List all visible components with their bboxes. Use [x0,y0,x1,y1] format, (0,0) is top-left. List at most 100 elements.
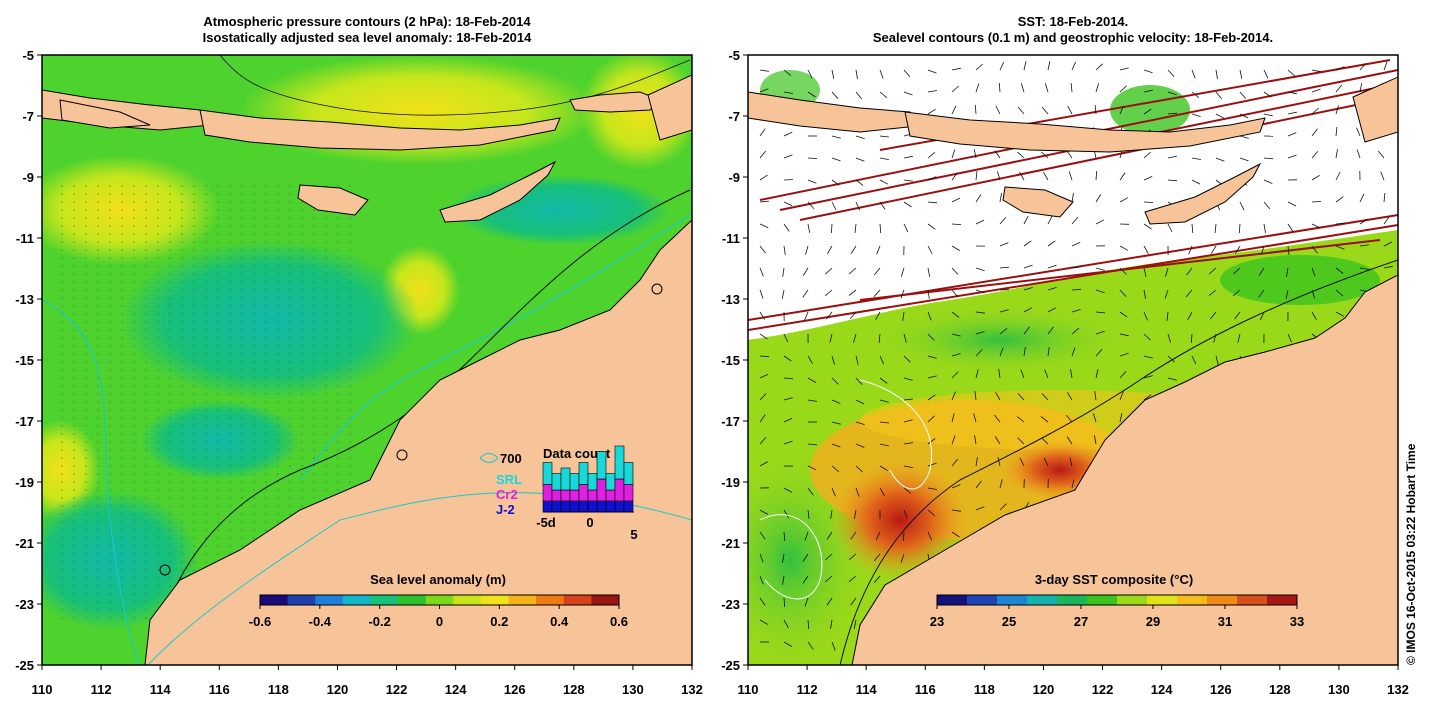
velocity-vector [927,90,937,93]
lon-tick-label: 110 [32,682,53,697]
velocity-vector [1095,289,1105,294]
velocity-vector [1071,216,1079,225]
velocity-vector [855,179,864,186]
velocity-vector [1071,266,1081,269]
velocity-vector [876,245,881,255]
velocity-vector [1143,311,1148,321]
velocity-vector [1239,69,1243,79]
data-count-bar-j2 [605,500,616,513]
left-map [42,55,692,665]
velocity-vector [831,377,839,385]
velocity-vector [927,201,938,204]
velocity-vector [951,484,961,489]
velocity-vector [1017,393,1025,401]
lat-tick-label: -17 [721,414,740,429]
velocity-vector [1259,311,1265,321]
velocity-vector [1191,223,1194,234]
velocity-vector [875,531,881,541]
velocity-vector [1119,67,1129,71]
velocity-vector [855,377,863,385]
data-count-bar-srl [560,467,571,491]
velocity-vector [825,267,833,275]
velocity-vector [854,509,857,519]
lon-tick-label: 116 [915,682,936,697]
velocity-vector [1167,223,1173,233]
velocity-vector [855,91,863,100]
velocity-vector [997,171,1001,181]
velocity-vector [1041,393,1049,401]
velocity-vector [830,619,833,629]
left-panel-title: Atmospheric pressure contours (2 hPa): 1… [42,14,692,46]
colorbar-tick-label: -0.6 [249,614,271,629]
colorbar-segment [287,595,316,605]
velocity-vector [975,331,985,335]
northeast-islands-right [1352,76,1398,143]
velocity-vector [1186,267,1193,276]
velocity-vector [1263,201,1271,210]
colorbar-segment [342,595,371,605]
velocity-vector [1232,289,1241,297]
velocity-vector [848,267,857,275]
colorbar-segment [563,595,592,605]
velocity-vector [831,223,833,234]
lon-tick-label: 126 [504,682,526,697]
velocity-vector [1214,223,1217,234]
velocity-vector [1380,171,1385,181]
colorbar-segment [1117,595,1148,605]
colorbar-tick-label: 0.4 [550,614,569,629]
velocity-vector [1239,135,1249,139]
velocity-vector [848,575,857,583]
credit-text: © IMOS 16-Oct-2015 03:22 Hobart Time [1404,443,1418,665]
velocity-vector [850,531,857,540]
sumba-island-right [1002,186,1074,218]
velocity-vector [1095,219,1105,225]
velocity-vector [1023,215,1029,225]
velocity-vector [1023,264,1033,269]
velocity-vector [831,355,835,365]
velocity-vector [1119,267,1127,275]
velocity-vector [998,82,1001,93]
data-count-bar-cr2 [623,484,634,502]
velocity-vector [1041,151,1049,159]
velocity-vector [1071,479,1075,489]
velocity-vector [759,69,769,72]
velocity-vector [951,67,961,71]
velocity-vector [1167,155,1177,159]
velocity-vector [1119,172,1126,181]
velocity-vector [855,201,861,211]
velocity-vector [1285,289,1289,299]
velocity-vector [927,531,933,541]
velocity-vector [804,597,809,607]
velocity-vector [1019,172,1025,181]
mainland-right [851,274,1398,665]
velocity-vector [1020,83,1025,93]
velocity-vector [1258,289,1265,298]
velocity-vector [1311,174,1320,181]
velocity-vector [1215,91,1223,100]
velocity-vector [783,531,786,542]
velocity-vector [1263,91,1272,98]
velocity-vector [831,179,840,186]
velocity-vector [1263,179,1273,184]
velocity-vector [1191,355,1197,365]
velocity-vector [829,333,833,343]
velocity-vector [900,553,905,563]
colorbar-segment [967,595,998,605]
velocity-vector [853,619,857,629]
velocity-vector [830,509,833,519]
velocity-vector [975,267,985,272]
lon-tick-label: 126 [1210,682,1232,697]
velocity-vector [927,375,937,379]
velocity-vector [903,377,913,381]
sumbawa-flores [199,109,561,151]
velocity-vector [807,399,817,402]
velocity-vector [827,245,833,255]
velocity-vector [825,553,833,561]
velocity-vector [1359,218,1368,225]
velocity-vector [759,88,769,93]
velocity-vector [1356,127,1361,137]
velocity-vector [1263,223,1266,233]
lat-tick-label: -17 [15,414,34,429]
velocity-vector [1167,377,1177,381]
right-lat-axis: -5 -7 -9 -11 -13 -15 -17 -19 -21 -23 -25 [721,48,748,673]
